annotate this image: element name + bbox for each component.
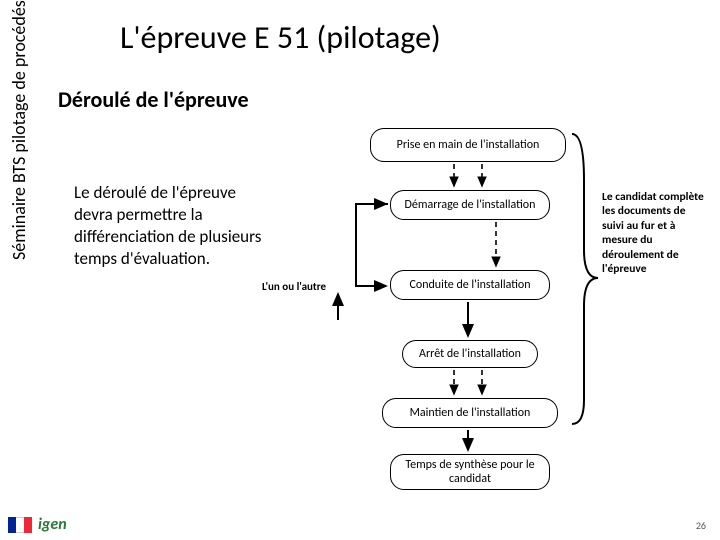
slide-subtitle: Déroulé de l'épreuve bbox=[58, 86, 249, 113]
flow-box-demarrage: Démarrage de l'installation bbox=[390, 190, 550, 220]
flag-icon bbox=[8, 517, 32, 533]
flow-box-arret: Arrêt de l'installation bbox=[402, 340, 538, 368]
slide-title: L'épreuve E 51 (pilotage) bbox=[120, 18, 441, 57]
flow-box-conduite: Conduite de l'installation bbox=[390, 270, 550, 300]
bridge-label: L'un ou l'autre bbox=[262, 280, 326, 293]
flow-box-prise-en-main: Prise en main de l'installation bbox=[370, 128, 566, 162]
footer-logo: igen bbox=[8, 515, 67, 534]
footer-text: igen bbox=[38, 515, 67, 534]
flow-box-synthese: Temps de synthèse pour le candidat bbox=[390, 454, 550, 490]
sidebar-rotated-label: Séminaire BTS pilotage de procédés bbox=[8, 0, 30, 260]
page-number: 26 bbox=[696, 519, 706, 532]
right-annotation: Le candidat complète les documents de su… bbox=[602, 190, 706, 276]
flow-box-maintien: Maintien de l'installation bbox=[382, 398, 558, 428]
body-paragraph: Le déroulé de l'épreuve devra permettre … bbox=[74, 182, 264, 270]
